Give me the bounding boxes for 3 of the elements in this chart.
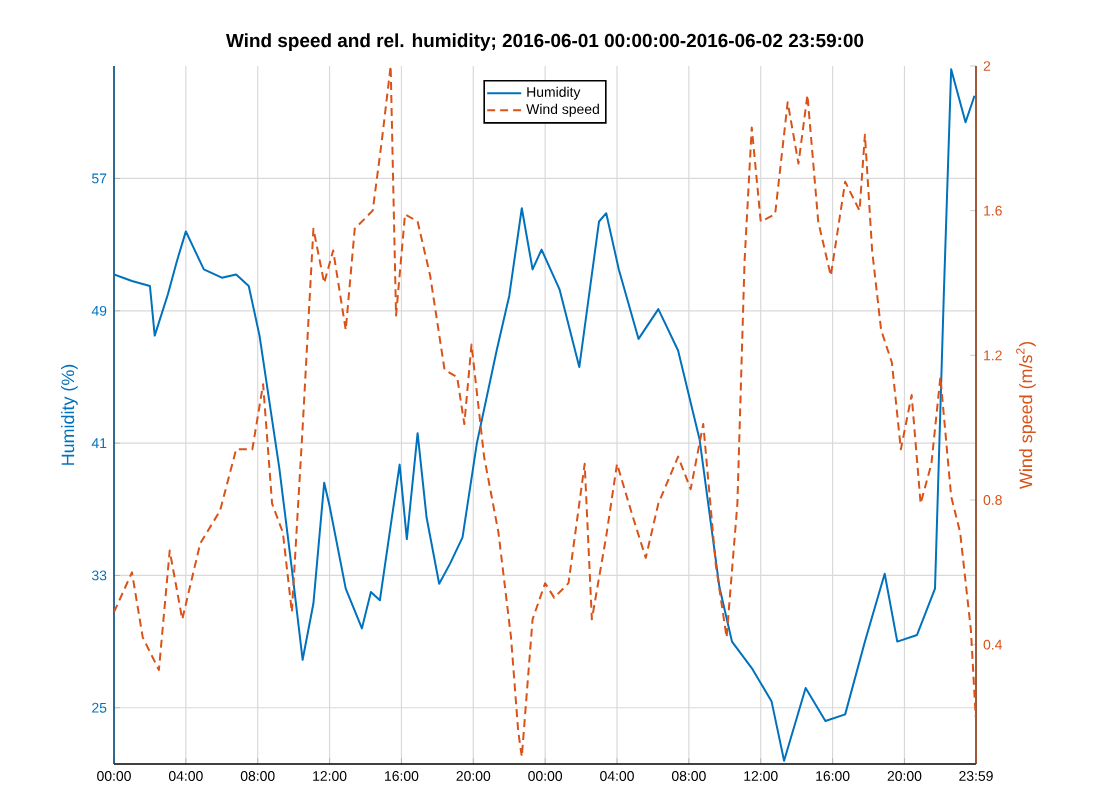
y2-axis-title: Wind speed (m/s$^{2}$) [1016, 342, 1036, 489]
chart-title: Wind speed and rel. humidity; 2016-06-01 00:00:00-2016-06-02 23:59:00 [225, 33, 864, 51]
y-axis-title: Humidity (%) [61, 364, 78, 465]
